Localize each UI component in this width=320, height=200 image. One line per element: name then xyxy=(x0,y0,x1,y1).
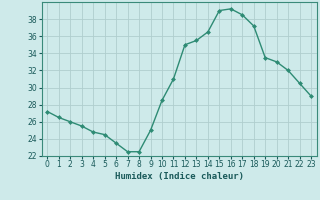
X-axis label: Humidex (Indice chaleur): Humidex (Indice chaleur) xyxy=(115,172,244,181)
